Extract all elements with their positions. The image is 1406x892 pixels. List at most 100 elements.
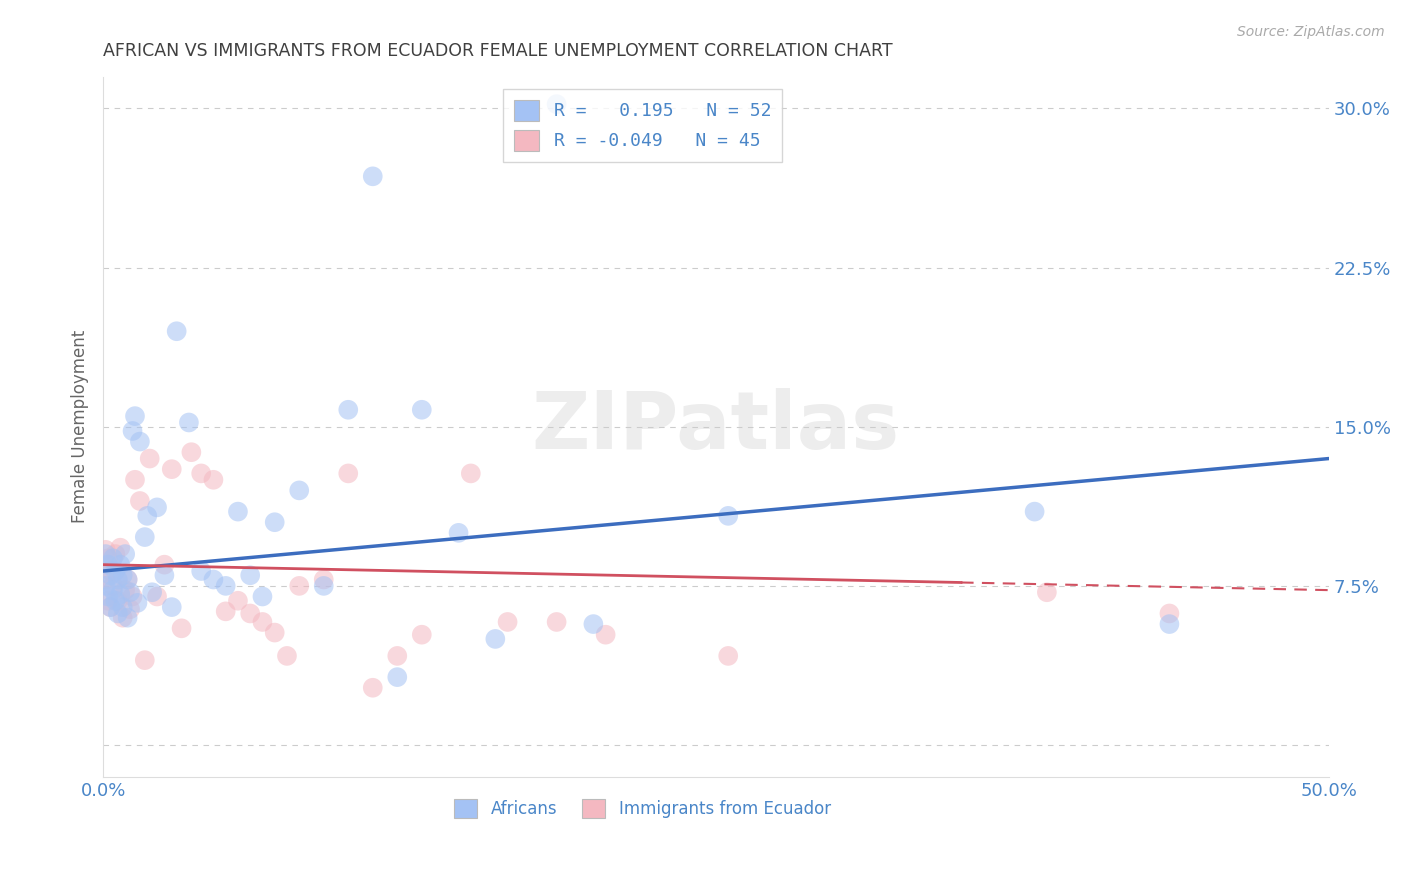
- Point: [496, 615, 519, 629]
- Point: [337, 402, 360, 417]
- Point: [114, 583, 136, 598]
- Point: [111, 611, 134, 625]
- Legend: Africans, Immigrants from Ecuador: Africans, Immigrants from Ecuador: [447, 792, 838, 824]
- Point: [202, 573, 225, 587]
- Point: [263, 515, 285, 529]
- Point: [110, 587, 132, 601]
- Point: [288, 579, 311, 593]
- Text: Source: ZipAtlas.com: Source: ZipAtlas.com: [1237, 25, 1385, 39]
- Point: [100, 568, 122, 582]
- Point: [94, 547, 117, 561]
- Point: [94, 542, 117, 557]
- Point: [226, 505, 249, 519]
- Point: [166, 324, 188, 338]
- Point: [101, 551, 124, 566]
- Point: [129, 434, 152, 449]
- Point: [1036, 585, 1059, 599]
- Point: [276, 648, 298, 663]
- Point: [387, 648, 409, 663]
- Point: [101, 579, 124, 593]
- Point: [100, 600, 122, 615]
- Point: [460, 467, 482, 481]
- Point: [717, 508, 740, 523]
- Point: [252, 615, 274, 629]
- Point: [141, 585, 163, 599]
- Point: [153, 568, 176, 582]
- Point: [595, 628, 617, 642]
- Point: [190, 564, 212, 578]
- Point: [111, 568, 134, 582]
- Point: [387, 670, 409, 684]
- Point: [288, 483, 311, 498]
- Point: [546, 615, 568, 629]
- Point: [411, 628, 433, 642]
- Point: [177, 416, 200, 430]
- Point: [170, 621, 193, 635]
- Point: [97, 593, 120, 607]
- Point: [97, 551, 120, 566]
- Point: [202, 473, 225, 487]
- Point: [97, 590, 120, 604]
- Point: [546, 97, 568, 112]
- Point: [110, 558, 132, 572]
- Point: [107, 573, 129, 587]
- Point: [124, 409, 146, 424]
- Point: [263, 625, 285, 640]
- Point: [94, 573, 117, 587]
- Point: [114, 547, 136, 561]
- Text: ZIPatlas: ZIPatlas: [531, 388, 900, 466]
- Point: [146, 500, 169, 515]
- Point: [239, 607, 262, 621]
- Point: [146, 590, 169, 604]
- Point: [134, 653, 156, 667]
- Point: [104, 564, 127, 578]
- Point: [100, 564, 122, 578]
- Y-axis label: Female Unemployment: Female Unemployment: [72, 330, 89, 524]
- Point: [97, 558, 120, 572]
- Point: [104, 547, 127, 561]
- Point: [1024, 505, 1046, 519]
- Point: [226, 593, 249, 607]
- Point: [190, 467, 212, 481]
- Point: [127, 596, 149, 610]
- Point: [239, 568, 262, 582]
- Point: [717, 648, 740, 663]
- Point: [160, 600, 183, 615]
- Point: [104, 593, 127, 607]
- Point: [121, 590, 143, 604]
- Point: [484, 632, 506, 646]
- Point: [312, 579, 335, 593]
- Point: [136, 508, 159, 523]
- Point: [361, 169, 384, 184]
- Text: AFRICAN VS IMMIGRANTS FROM ECUADOR FEMALE UNEMPLOYMENT CORRELATION CHART: AFRICAN VS IMMIGRANTS FROM ECUADOR FEMAL…: [103, 42, 893, 60]
- Point: [117, 573, 139, 587]
- Point: [120, 585, 142, 599]
- Point: [124, 473, 146, 487]
- Point: [120, 602, 142, 616]
- Point: [1159, 617, 1181, 632]
- Point: [94, 579, 117, 593]
- Point: [111, 600, 134, 615]
- Point: [252, 590, 274, 604]
- Point: [160, 462, 183, 476]
- Point: [215, 579, 238, 593]
- Point: [101, 583, 124, 598]
- Point: [134, 530, 156, 544]
- Point: [138, 451, 160, 466]
- Point: [117, 611, 139, 625]
- Point: [100, 600, 122, 615]
- Point: [361, 681, 384, 695]
- Point: [447, 525, 470, 540]
- Point: [107, 593, 129, 607]
- Point: [121, 424, 143, 438]
- Point: [582, 617, 605, 632]
- Point: [1159, 607, 1181, 621]
- Point: [312, 573, 335, 587]
- Point: [215, 604, 238, 618]
- Point: [129, 494, 152, 508]
- Point: [110, 541, 132, 555]
- Point: [153, 558, 176, 572]
- Point: [411, 402, 433, 417]
- Point: [337, 467, 360, 481]
- Point: [117, 573, 139, 587]
